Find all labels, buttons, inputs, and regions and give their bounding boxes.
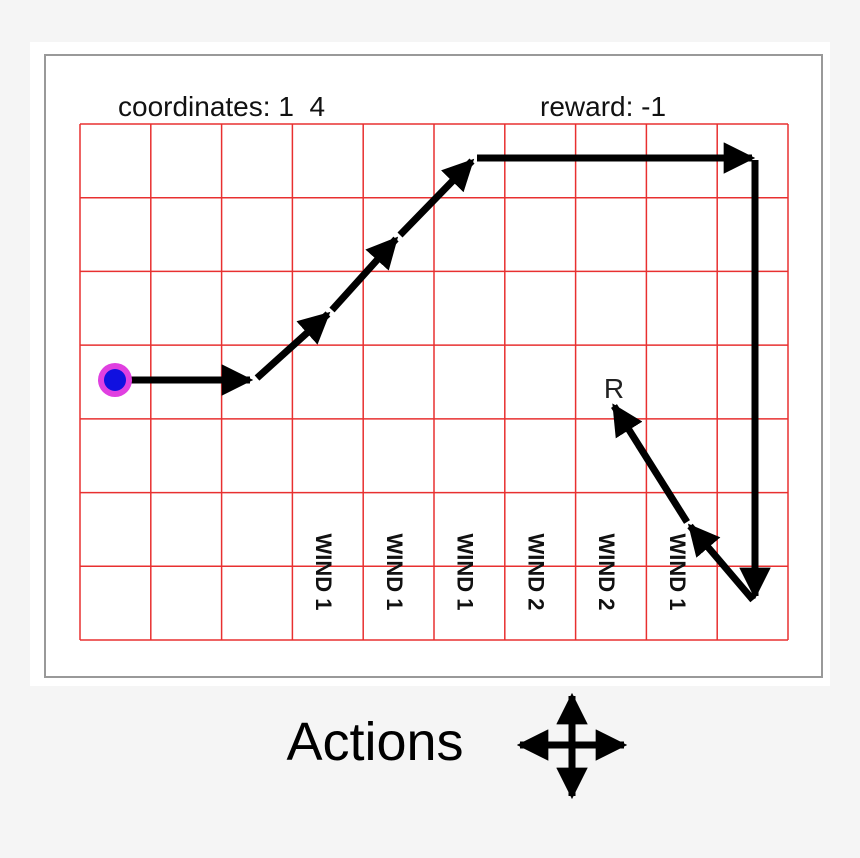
coordinates: coordinates: 1 4 [118, 91, 325, 122]
step-arrow [329, 236, 399, 313]
goal-label: R [604, 373, 624, 404]
step-arrow [397, 158, 475, 238]
step-arrow [254, 311, 331, 381]
step-arrow [611, 403, 690, 524]
wind-label: WIND 2 [594, 534, 619, 611]
wind-label: WIND 1 [665, 534, 690, 611]
wind-labels: WIND 1 WIND 1 WIND 1 WIND 2 WIND 2 WIND 1 [311, 534, 690, 611]
step-arrow [687, 523, 756, 603]
trajectory [125, 142, 771, 603]
agent [104, 369, 126, 391]
wind-label: WIND 1 [382, 534, 407, 611]
reward: reward: -1 [540, 91, 666, 122]
frame [44, 54, 823, 678]
wind-label: WIND 1 [453, 534, 478, 611]
actions-icon [516, 692, 628, 800]
wind-label: WIND 2 [523, 534, 548, 611]
wind-label: WIND 1 [311, 534, 336, 611]
actions-label: Actions [286, 712, 463, 772]
panel [30, 42, 830, 686]
